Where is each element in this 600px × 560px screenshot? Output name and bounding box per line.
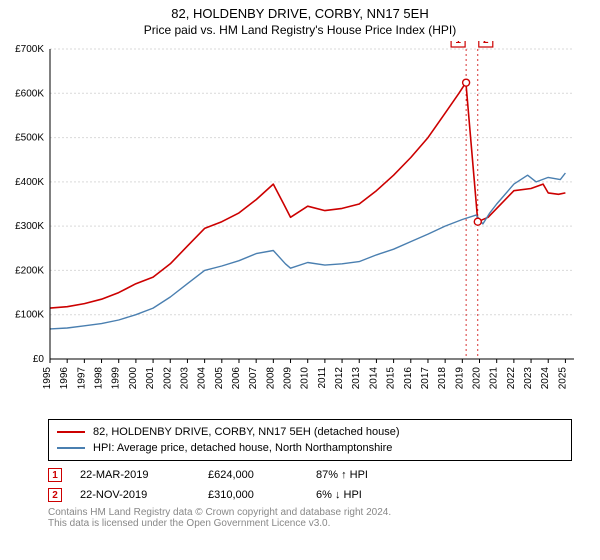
svg-text:1996: 1996 (59, 367, 70, 390)
svg-text:£400K: £400K (15, 177, 44, 188)
line-chart: £0 £100K £200K £300K £400K £500K £600K £700K 1 2 1… (0, 41, 600, 413)
svg-text:2009: 2009 (283, 367, 294, 390)
svg-text:2014: 2014 (368, 367, 379, 390)
legend-swatch (57, 447, 85, 449)
svg-text:1995: 1995 (42, 367, 53, 390)
svg-text:2015: 2015 (386, 367, 397, 390)
svg-text:2019: 2019 (454, 367, 465, 390)
svg-text:2025: 2025 (557, 367, 568, 390)
svg-text:2006: 2006 (231, 367, 242, 390)
svg-text:£100K: £100K (15, 310, 44, 321)
footnote-line2: This data is licensed under the Open Gov… (48, 518, 572, 529)
legend-item: HPI: Average price, detached house, Nort… (57, 440, 563, 456)
svg-text:2018: 2018 (437, 367, 448, 390)
svg-text:2020: 2020 (472, 367, 483, 390)
svg-text:2022: 2022 (506, 367, 517, 390)
sale-row: 1 22-MAR-2019 £624,000 87% ↑ HPI (48, 465, 572, 485)
svg-text:£0: £0 (33, 354, 45, 365)
title-line1: 82, HOLDENBY DRIVE, CORBY, NN17 5EH (0, 6, 600, 21)
svg-text:2016: 2016 (403, 367, 414, 390)
svg-text:2021: 2021 (489, 367, 500, 390)
svg-text:2010: 2010 (300, 367, 311, 390)
legend-label: HPI: Average price, detached house, Nort… (93, 442, 392, 454)
svg-text:2001: 2001 (145, 367, 156, 390)
title-line2: Price paid vs. HM Land Registry's House … (0, 23, 600, 37)
sale-pct: 87% ↑ HPI (316, 469, 406, 481)
legend-label: 82, HOLDENBY DRIVE, CORBY, NN17 5EH (det… (93, 426, 400, 438)
svg-text:£600K: £600K (15, 88, 44, 99)
svg-text:£200K: £200K (15, 265, 44, 276)
sale-marker: 1 (48, 468, 62, 482)
sale-pct: 6% ↓ HPI (316, 489, 406, 501)
legend: 82, HOLDENBY DRIVE, CORBY, NN17 5EH (det… (48, 419, 572, 461)
svg-text:1998: 1998 (94, 367, 105, 390)
svg-text:2: 2 (483, 41, 489, 46)
legend-item: 82, HOLDENBY DRIVE, CORBY, NN17 5EH (det… (57, 424, 563, 440)
svg-text:£300K: £300K (15, 221, 44, 232)
figure: 82, HOLDENBY DRIVE, CORBY, NN17 5EH Pric… (0, 6, 600, 529)
svg-text:1997: 1997 (76, 367, 87, 390)
sale-date: 22-NOV-2019 (80, 489, 190, 501)
svg-text:2023: 2023 (523, 367, 534, 390)
svg-text:2002: 2002 (162, 367, 173, 390)
svg-text:2000: 2000 (128, 367, 139, 390)
svg-text:2011: 2011 (317, 367, 328, 389)
svg-text:2004: 2004 (197, 367, 208, 390)
sale-price: £310,000 (208, 489, 298, 501)
sale-row: 2 22-NOV-2019 £310,000 6% ↓ HPI (48, 485, 572, 505)
svg-text:2008: 2008 (265, 367, 276, 390)
svg-text:2005: 2005 (214, 367, 225, 390)
svg-text:2012: 2012 (334, 367, 345, 390)
svg-text:£500K: £500K (15, 133, 44, 144)
svg-text:£700K: £700K (15, 44, 44, 55)
svg-text:1999: 1999 (111, 367, 122, 390)
sale-marker: 2 (48, 488, 62, 502)
svg-text:2024: 2024 (540, 367, 551, 390)
sale-date: 22-MAR-2019 (80, 469, 190, 481)
svg-text:1: 1 (455, 41, 461, 46)
legend-swatch (57, 431, 85, 433)
svg-text:2013: 2013 (351, 367, 362, 390)
sale-price: £624,000 (208, 469, 298, 481)
svg-text:2007: 2007 (248, 367, 259, 390)
svg-text:2017: 2017 (420, 367, 431, 390)
sales-table: 1 22-MAR-2019 £624,000 87% ↑ HPI 2 22-NOV-201… (48, 465, 572, 505)
footnote: Contains HM Land Registry data © Crown c… (48, 507, 572, 529)
svg-text:2003: 2003 (179, 367, 190, 390)
footnote-line1: Contains HM Land Registry data © Crown c… (48, 507, 572, 518)
